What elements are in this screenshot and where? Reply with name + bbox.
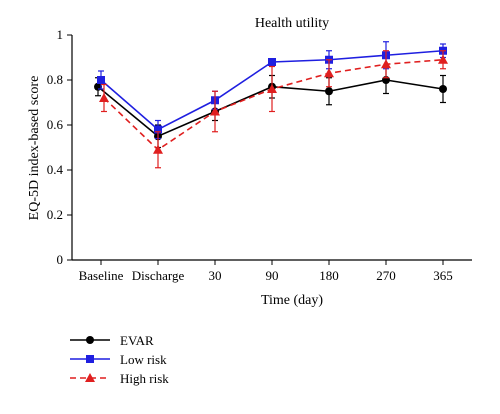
x-tick-label: Discharge bbox=[132, 268, 185, 283]
data-point bbox=[381, 59, 391, 69]
legend-label: High risk bbox=[120, 371, 169, 386]
data-point bbox=[154, 125, 162, 134]
axes: 0 0.2 0.4 0.6 0.8 1 Baseline Discharge 30 90 180 27… bbox=[47, 27, 472, 283]
series-evar bbox=[94, 65, 447, 149]
legend-label: Low risk bbox=[120, 352, 167, 367]
legend-marker bbox=[86, 336, 94, 344]
legend-label: EVAR bbox=[120, 333, 154, 348]
chart-title: Health utility bbox=[255, 16, 329, 31]
data-point bbox=[267, 84, 277, 93]
legend-item-evar: EVAR bbox=[70, 333, 154, 348]
y-tick-label: 0.4 bbox=[47, 162, 64, 177]
y-tick-label: 0.2 bbox=[47, 207, 63, 222]
series-high-risk bbox=[99, 50, 448, 169]
x-axis-label: Time (day) bbox=[261, 293, 323, 308]
data-point bbox=[210, 106, 220, 116]
data-point bbox=[153, 144, 163, 154]
x-tick-label: 365 bbox=[433, 268, 453, 283]
y-tick-label: 0.8 bbox=[47, 72, 63, 87]
data-point bbox=[325, 87, 333, 96]
x-tick-label: Baseline bbox=[79, 268, 124, 283]
y-tick-label: 0.6 bbox=[47, 117, 64, 132]
x-tick-label: 180 bbox=[319, 268, 339, 283]
data-point bbox=[97, 76, 105, 84]
data-point bbox=[439, 85, 447, 93]
y-tick-label: 0 bbox=[57, 252, 64, 267]
data-point bbox=[324, 68, 334, 78]
series-layer bbox=[94, 41, 448, 169]
legend-marker bbox=[85, 373, 95, 382]
data-point bbox=[99, 93, 109, 102]
data-point bbox=[438, 54, 448, 64]
data-point bbox=[268, 58, 276, 66]
y-axis-label: EQ-5D index-based score bbox=[27, 76, 42, 221]
legend-marker bbox=[86, 355, 94, 363]
y-tick-label: 1 bbox=[57, 27, 64, 42]
x-tick-label: 270 bbox=[376, 268, 396, 283]
x-tick-label: 30 bbox=[209, 268, 222, 283]
x-tick-label: 90 bbox=[266, 268, 279, 283]
legend: EVAR Low risk High risk bbox=[70, 333, 169, 386]
legend-item-high-risk: High risk bbox=[70, 371, 169, 386]
legend-item-low-risk: Low risk bbox=[70, 352, 167, 367]
